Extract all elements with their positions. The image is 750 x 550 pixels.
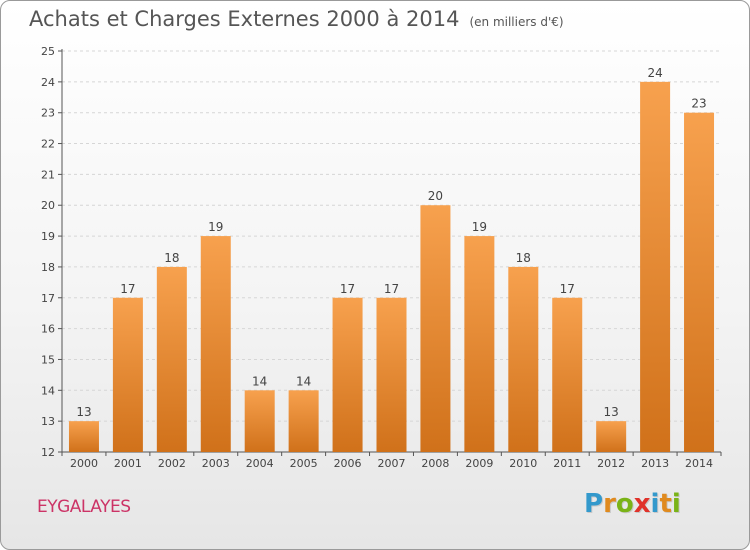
bar-value-label: 23	[691, 97, 706, 111]
x-tick-label: 2010	[509, 457, 537, 470]
x-tick-label: 2007	[378, 457, 406, 470]
bar	[464, 236, 495, 452]
proxiti-logo[interactable]: Proxiti	[584, 489, 681, 519]
y-tick-label: 25	[41, 45, 55, 58]
x-tick-label: 2003	[202, 457, 230, 470]
y-tick-label: 18	[41, 261, 55, 274]
bar	[200, 236, 231, 452]
logo-letter: o	[615, 489, 634, 519]
bar	[640, 81, 671, 452]
chart-unit: (en milliers d'€)	[469, 15, 564, 29]
y-tick-label: 20	[41, 199, 55, 212]
bar-value-label: 20	[428, 189, 443, 203]
bar-value-label: 24	[647, 66, 662, 80]
bar-value-label: 14	[296, 374, 311, 388]
bar-value-label: 17	[384, 282, 399, 296]
chart-title-text: Achats et Charges Externes 2000 à 2014	[29, 7, 460, 31]
logo-letter: x	[633, 489, 651, 519]
x-tick-label: 2012	[597, 457, 625, 470]
y-tick-label: 24	[41, 76, 55, 89]
y-tick-label: 12	[41, 446, 55, 459]
x-tick-label: 2006	[334, 457, 362, 470]
bar-value-label: 17	[120, 282, 135, 296]
y-tick-label: 22	[41, 138, 55, 151]
bar	[552, 297, 583, 452]
bar-value-label: 14	[252, 374, 267, 388]
x-tick-label: 2008	[421, 457, 449, 470]
y-tick-label: 16	[41, 323, 55, 336]
bar	[332, 297, 363, 452]
y-tick-label: 23	[41, 107, 55, 120]
x-tick-label: 2004	[246, 457, 274, 470]
bar	[596, 421, 627, 452]
bar	[156, 266, 187, 452]
y-tick-label: 14	[41, 384, 55, 397]
bar-value-label: 17	[560, 282, 575, 296]
bar-value-label: 19	[208, 220, 223, 234]
commune-name: EYGALAYES	[37, 497, 131, 517]
bar-value-label: 13	[604, 405, 619, 419]
x-tick-label: 2014	[685, 457, 713, 470]
y-tick-label: 19	[41, 230, 55, 243]
bar	[244, 390, 275, 452]
logo-letter: i	[671, 489, 681, 519]
x-tick-label: 2001	[114, 457, 142, 470]
bar-value-label: 13	[76, 405, 91, 419]
y-tick-label: 21	[41, 168, 55, 181]
bar	[508, 266, 539, 452]
logo-letter: P	[584, 489, 604, 519]
bar	[288, 390, 319, 452]
logo-letter: t	[659, 489, 672, 519]
bar	[112, 297, 143, 452]
bar-value-label: 18	[164, 251, 179, 265]
bar	[68, 421, 99, 452]
bar	[420, 205, 451, 452]
bar	[684, 112, 715, 452]
bar-value-label: 17	[340, 282, 355, 296]
y-tick-label: 15	[41, 353, 55, 366]
x-tick-label: 2011	[553, 457, 581, 470]
chart-title: Achats et Charges Externes 2000 à 2014 (e…	[29, 7, 564, 31]
y-tick-label: 13	[41, 415, 55, 428]
logo-letter: r	[603, 489, 616, 519]
bar	[376, 297, 407, 452]
y-tick-label: 17	[41, 292, 55, 305]
logo-letter: i	[650, 489, 660, 519]
x-tick-label: 2009	[465, 457, 493, 470]
x-tick-label: 2002	[158, 457, 186, 470]
x-tick-label: 2005	[290, 457, 318, 470]
x-tick-label: 2013	[641, 457, 669, 470]
bar-value-label: 19	[472, 220, 487, 234]
x-tick-label: 2000	[70, 457, 98, 470]
bar-value-label: 18	[516, 251, 531, 265]
